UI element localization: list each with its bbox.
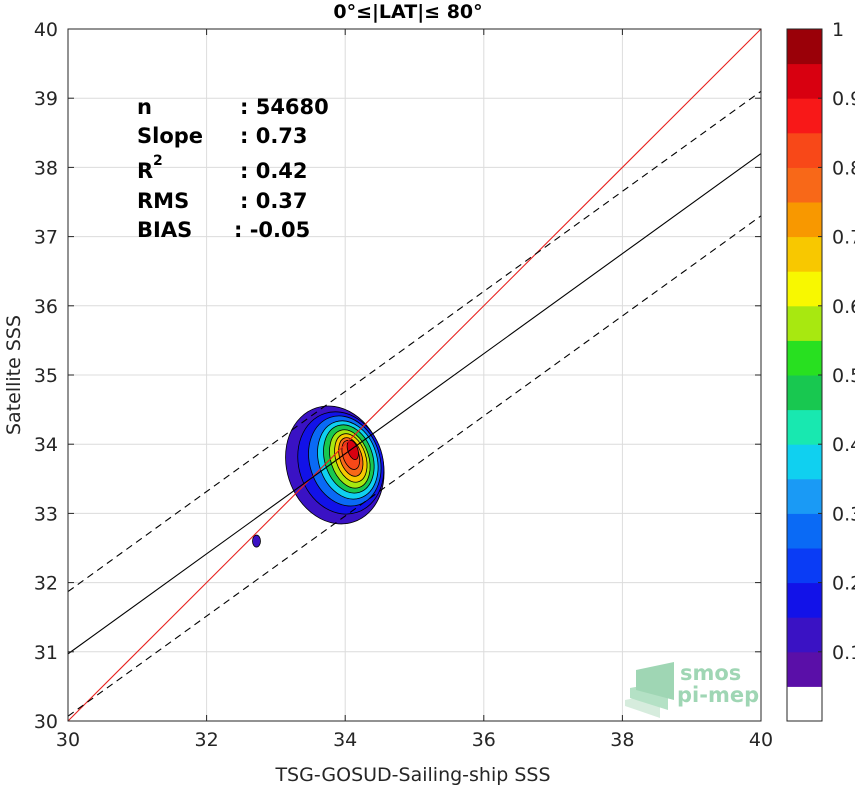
upper-line [67, 90, 762, 593]
y-axis-ticks: 30 31 32 33 34 35 36 37 38 39 40 [34, 19, 761, 733]
y-tick-label: 40 [34, 19, 58, 41]
colorbar [787, 29, 822, 722]
x-axis-ticks: 30 32 34 36 38 40 [56, 29, 773, 751]
colorbar-tick-label: 1 [832, 19, 844, 41]
stat-r2-superscript: 2 [153, 153, 163, 169]
colorbar-segment [787, 582, 822, 618]
y-tick-label: 37 [34, 227, 58, 249]
colorbar-segment [787, 202, 822, 238]
x-tick-label: 34 [333, 729, 357, 751]
colorbar-ticks: 0.1 0.2 0.3 0.4 0.5 0.6 0.7 0.8 0.9 1 [818, 19, 855, 664]
colorbar-segment [787, 548, 822, 584]
colorbar-tick-label: 0.3 [832, 503, 855, 525]
colorbar-tick-label: 0.6 [832, 296, 855, 318]
stat-rms-value: : 0.37 [240, 189, 308, 213]
colorbar-tick-label: 0.5 [832, 365, 855, 387]
identity-line [67, 28, 762, 722]
chart-title: 0°≤|LAT|≤ 80° [333, 1, 482, 23]
logo-line1: smos [680, 661, 741, 685]
colorbar-segment [787, 444, 822, 480]
y-tick-label: 33 [34, 503, 58, 525]
x-tick-label: 40 [749, 729, 773, 751]
colorbar-segment [787, 63, 822, 99]
x-tick-label: 38 [610, 729, 634, 751]
y-tick-label: 39 [34, 88, 58, 110]
colorbar-tick-label: 0.9 [832, 88, 855, 110]
colorbar-segment [787, 305, 822, 341]
colorbar-tick-label: 0.4 [832, 434, 855, 456]
y-tick-label: 31 [34, 642, 58, 664]
regression-line [67, 153, 762, 655]
x-tick-label: 36 [472, 729, 496, 751]
y-tick-label: 30 [34, 711, 58, 733]
stat-r2-value: : 0.42 [240, 159, 308, 183]
colorbar-segment [787, 651, 822, 687]
density-outlier-spot [252, 534, 261, 548]
colorbar-segment [787, 409, 822, 445]
colorbar-tick-label: 0.7 [832, 227, 855, 249]
colorbar-segment [787, 478, 822, 514]
stat-slope-value: : 0.73 [240, 124, 308, 148]
y-tick-label: 35 [34, 365, 58, 387]
y-tick-label: 38 [34, 157, 58, 179]
logo-line2: pi-mep [677, 683, 759, 707]
stat-bias-label: BIAS [137, 218, 192, 242]
stat-rms-label: RMS [137, 189, 189, 213]
colorbar-tick-label: 0.1 [832, 642, 855, 664]
y-tick-label: 32 [34, 573, 58, 595]
smos-pi-mep-logo: smos pi-mep [625, 661, 759, 718]
colorbar-segment [787, 271, 822, 307]
stat-n-label: n [137, 95, 152, 119]
y-axis-label: Satellite SSS [3, 315, 25, 435]
reference-lines [67, 28, 762, 722]
y-tick-label: 36 [34, 296, 58, 318]
stat-n-value: : 54680 [240, 95, 329, 119]
x-tick-label: 32 [195, 729, 219, 751]
lower-line [67, 215, 762, 717]
stat-r2-label: R [137, 159, 153, 183]
colorbar-segment [787, 132, 822, 168]
colorbar-segment [787, 686, 822, 722]
density-contours [252, 405, 385, 548]
stat-slope-label: Slope [137, 124, 203, 148]
colorbar-segment [787, 340, 822, 376]
stat-bias-value: : -0.05 [234, 218, 310, 242]
statistics-block: n : 54680 Slope : 0.73 R 2 : 0.42 RMS : … [137, 95, 329, 242]
colorbar-segment [787, 236, 822, 272]
colorbar-tick-label: 0.2 [832, 573, 855, 595]
colorbar-segment [787, 29, 822, 65]
logo-wave-icon [625, 662, 674, 718]
colorbar-tick-label: 0.8 [832, 157, 855, 179]
colorbar-segment [787, 617, 822, 653]
colorbar-segment [787, 167, 822, 203]
y-tick-label: 34 [34, 434, 58, 456]
colorbar-segment [787, 375, 822, 411]
grid-lines [68, 29, 761, 721]
colorbar-segment [787, 98, 822, 134]
colorbar-segment [787, 513, 822, 549]
x-tick-label: 30 [56, 729, 80, 751]
x-axis-label: TSG-GOSUD-Sailing-ship SSS [274, 764, 550, 786]
